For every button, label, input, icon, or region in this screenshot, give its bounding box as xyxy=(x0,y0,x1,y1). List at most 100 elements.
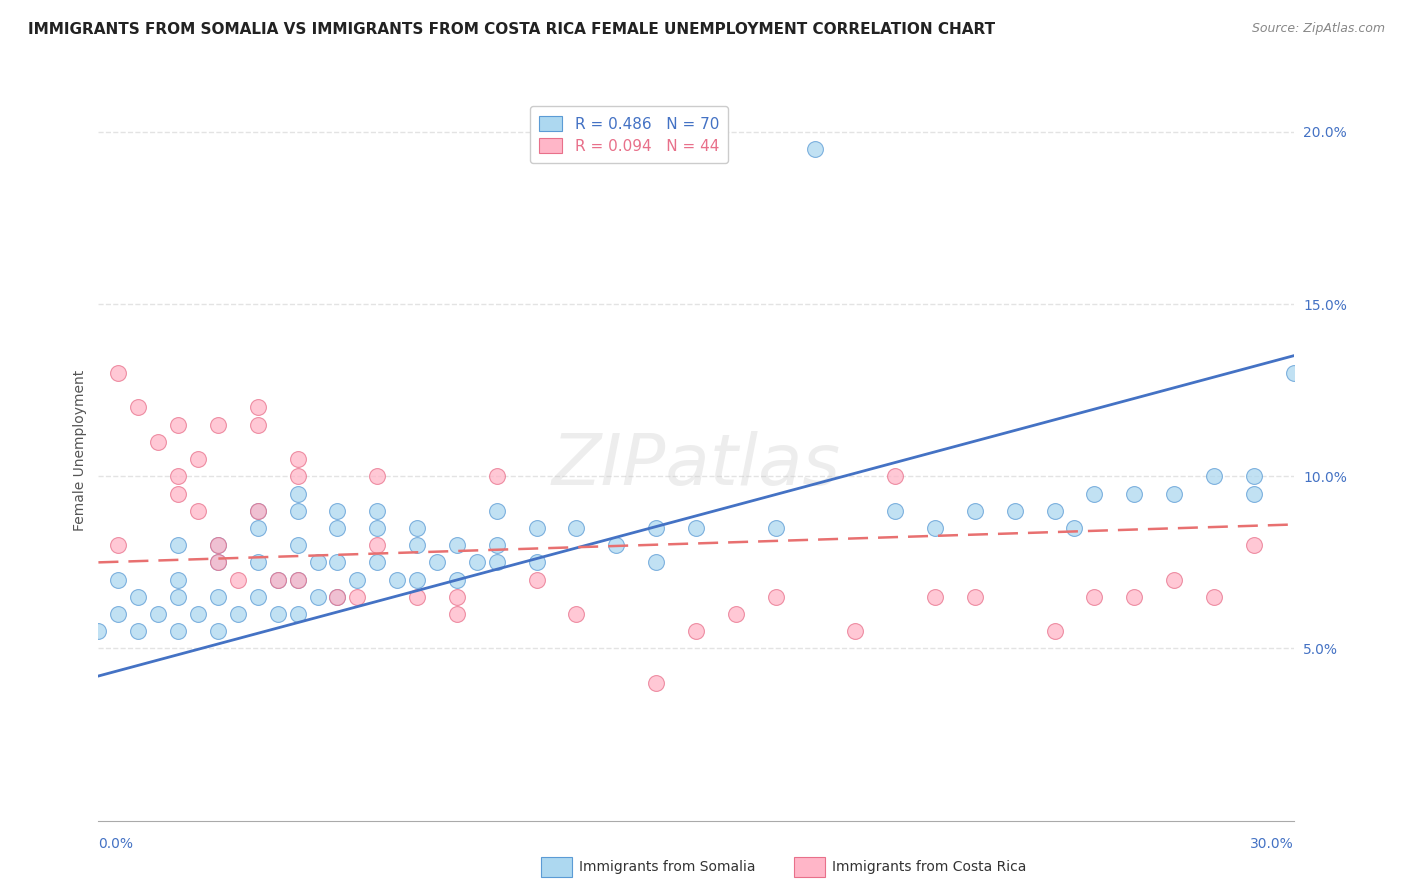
Point xyxy=(246,590,269,604)
Point xyxy=(765,590,787,604)
Point xyxy=(366,538,388,552)
Point xyxy=(287,452,309,467)
Point xyxy=(167,538,190,552)
Point xyxy=(167,469,190,483)
Point xyxy=(406,538,429,552)
Point xyxy=(526,555,548,569)
Point xyxy=(267,573,290,587)
Point xyxy=(924,590,946,604)
Point xyxy=(187,504,209,518)
Point xyxy=(645,676,668,690)
Point xyxy=(565,521,588,535)
Point xyxy=(924,521,946,535)
Point xyxy=(127,624,149,639)
Point xyxy=(485,469,508,483)
Text: Source: ZipAtlas.com: Source: ZipAtlas.com xyxy=(1251,22,1385,36)
Point xyxy=(963,504,986,518)
Point xyxy=(446,607,468,621)
Point xyxy=(685,521,707,535)
Legend: R = 0.486   N = 70, R = 0.094   N = 44: R = 0.486 N = 70, R = 0.094 N = 44 xyxy=(530,106,728,163)
Point xyxy=(1202,590,1225,604)
Point xyxy=(287,573,309,587)
Point xyxy=(326,590,349,604)
Text: Immigrants from Somalia: Immigrants from Somalia xyxy=(579,860,756,874)
Point xyxy=(1083,590,1105,604)
Point xyxy=(406,590,429,604)
Text: ZIPatlas: ZIPatlas xyxy=(551,431,841,500)
Point xyxy=(1123,486,1146,500)
Point xyxy=(366,469,388,483)
Point xyxy=(127,401,149,415)
Point xyxy=(526,521,548,535)
Point xyxy=(148,607,170,621)
Point xyxy=(187,452,209,467)
Point xyxy=(246,555,269,569)
Point xyxy=(605,538,627,552)
Point xyxy=(884,469,907,483)
Point xyxy=(884,504,907,518)
Point xyxy=(246,521,269,535)
Point xyxy=(246,401,269,415)
Y-axis label: Female Unemployment: Female Unemployment xyxy=(73,370,87,531)
Point xyxy=(685,624,707,639)
Text: 30.0%: 30.0% xyxy=(1250,837,1294,851)
Point xyxy=(446,573,468,587)
Point xyxy=(167,573,190,587)
Point xyxy=(167,590,190,604)
Point xyxy=(1202,469,1225,483)
Point xyxy=(645,521,668,535)
Point xyxy=(226,607,249,621)
Point xyxy=(307,590,329,604)
Point xyxy=(207,555,229,569)
Point xyxy=(1282,366,1305,380)
Point xyxy=(1243,469,1265,483)
Point xyxy=(167,486,190,500)
Point xyxy=(148,434,170,449)
Point xyxy=(207,555,229,569)
Point xyxy=(167,417,190,432)
Point xyxy=(107,573,129,587)
Point xyxy=(1083,486,1105,500)
Text: IMMIGRANTS FROM SOMALIA VS IMMIGRANTS FROM COSTA RICA FEMALE UNEMPLOYMENT CORREL: IMMIGRANTS FROM SOMALIA VS IMMIGRANTS FR… xyxy=(28,22,995,37)
Point xyxy=(207,417,229,432)
Point xyxy=(1123,590,1146,604)
Point xyxy=(326,521,349,535)
Point xyxy=(207,590,229,604)
Point xyxy=(485,504,508,518)
Point xyxy=(366,555,388,569)
Point xyxy=(326,590,349,604)
Point xyxy=(246,504,269,518)
Text: 0.0%: 0.0% xyxy=(98,837,134,851)
Point xyxy=(267,607,290,621)
Point xyxy=(107,607,129,621)
Point xyxy=(645,555,668,569)
Point xyxy=(187,607,209,621)
Point xyxy=(385,573,409,587)
Point xyxy=(207,538,229,552)
Point xyxy=(446,538,468,552)
Point xyxy=(167,624,190,639)
Point xyxy=(326,555,349,569)
Point xyxy=(1243,486,1265,500)
Point xyxy=(1063,521,1085,535)
Point xyxy=(226,573,249,587)
Point xyxy=(1043,624,1066,639)
Point xyxy=(426,555,449,569)
Point xyxy=(287,573,309,587)
Point xyxy=(485,555,508,569)
Point xyxy=(346,590,368,604)
Point xyxy=(1163,573,1185,587)
Point xyxy=(287,504,309,518)
Point xyxy=(963,590,986,604)
Point xyxy=(446,590,468,604)
Point xyxy=(765,521,787,535)
Point xyxy=(804,142,827,156)
Point xyxy=(724,607,747,621)
Point xyxy=(1004,504,1026,518)
Point xyxy=(307,555,329,569)
Point xyxy=(844,624,866,639)
Point xyxy=(366,521,388,535)
Point xyxy=(485,538,508,552)
Point xyxy=(1163,486,1185,500)
Point xyxy=(207,624,229,639)
